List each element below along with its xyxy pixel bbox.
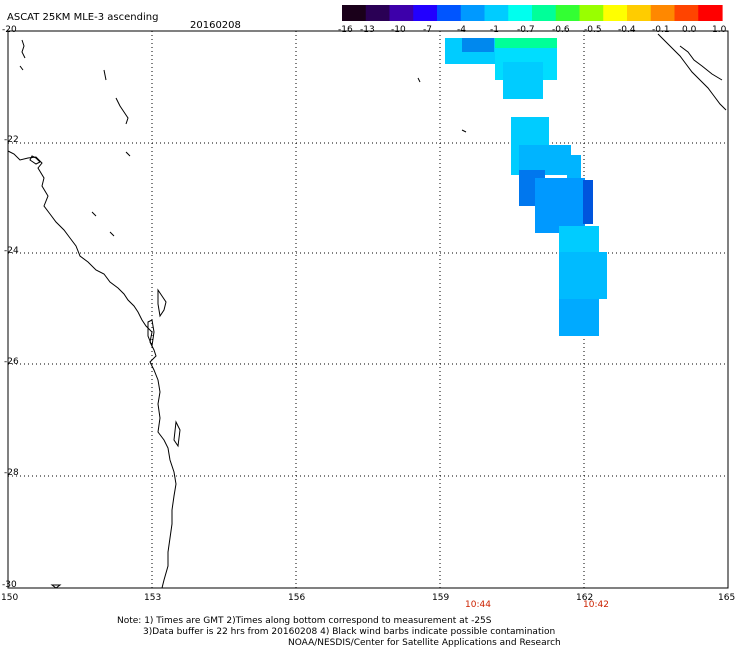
colorbar-swatch [437, 5, 462, 21]
map-date: 20160208 [190, 20, 241, 31]
colorbar-label: -0.1 [652, 25, 670, 35]
colorbar-swatch [532, 5, 557, 21]
lon-label: 159 [432, 593, 450, 603]
colorbar-label: -13 [360, 25, 375, 35]
colorbar-swatch [603, 5, 628, 21]
graticule [7, 30, 729, 589]
colorbar-label: -0.6 [552, 25, 570, 35]
lon-label: 165 [718, 593, 736, 603]
colorbar-swatch [342, 5, 367, 21]
colorbar-swatch [674, 5, 699, 21]
colorbar-label: 1.0 [712, 25, 727, 35]
colorbar-swatch [627, 5, 652, 21]
map-title: ASCAT 25KM MLE-3 ascending [7, 12, 159, 23]
lat-label: -28 [4, 468, 19, 478]
swath-cell [559, 252, 607, 299]
lat-label: -22 [4, 135, 19, 145]
lon-label: 153 [144, 593, 162, 603]
colorbar-swatch [698, 5, 723, 21]
note-line-3: NOAA/NESDIS/Center for Satellite Applica… [288, 638, 561, 648]
colorbar-swatch [413, 5, 438, 21]
lon-label: 162 [576, 593, 594, 603]
colorbar-label: -0.5 [584, 25, 602, 35]
wind-swath [445, 38, 607, 336]
colorbar-swatch [389, 5, 414, 21]
colorbar-label: -0.7 [517, 25, 535, 35]
colorbar-swatch [650, 5, 676, 21]
colorbar [342, 5, 723, 21]
swath-cell [583, 180, 593, 224]
note-line-2: 3)Data buffer is 22 hrs from 20160208 4)… [143, 627, 556, 637]
colorbar-label: -4 [457, 25, 466, 35]
colorbar-label: -7 [423, 25, 432, 35]
lat-label: -26 [4, 357, 19, 367]
swath-cell [535, 178, 585, 233]
note-line-1: Note: 1) Times are GMT 2)Times along bot… [117, 616, 492, 626]
lat-label: -20 [2, 25, 17, 35]
coastline [7, 33, 727, 589]
colorbar-swatch [555, 5, 581, 21]
colorbar-label: -10 [391, 25, 406, 35]
lon-label: 150 [1, 593, 19, 603]
colorbar-swatch [579, 5, 604, 21]
colorbar-label: -0.4 [618, 25, 636, 35]
pass-time-label: 10:44 [465, 600, 491, 610]
colorbar-label: 0.0 [682, 25, 697, 35]
colorbar-swatch [508, 5, 533, 21]
lon-label: 156 [288, 593, 306, 603]
colorbar-label: -16 [338, 25, 353, 35]
plot-frame [7, 30, 729, 589]
colorbar-swatch [460, 5, 486, 21]
lat-label: -24 [4, 246, 19, 256]
colorbar-swatch [365, 5, 391, 21]
lat-label: -30 [2, 580, 17, 590]
swath-cell [559, 226, 599, 252]
colorbar-label: -1 [490, 25, 499, 35]
swath-cell [503, 62, 543, 99]
swath-cell [559, 299, 599, 336]
swath-cell [462, 38, 494, 52]
pass-time-label: 10:42 [583, 600, 609, 610]
colorbar-swatch [484, 5, 509, 21]
